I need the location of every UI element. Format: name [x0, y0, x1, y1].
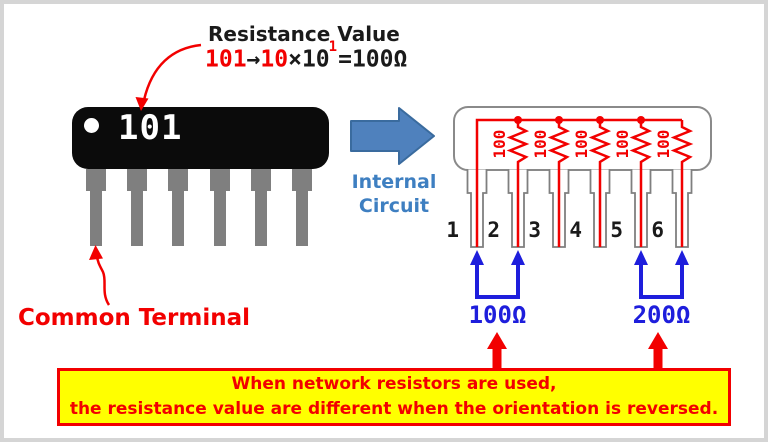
circuit-package-outline: [453, 106, 712, 171]
measure-connector-pins-5-6: [639, 263, 684, 299]
resistor-value-label: 100: [490, 130, 509, 159]
chip-pin-1: [86, 169, 106, 246]
internal-circuit-label: Internal Circuit: [351, 171, 437, 217]
annotation-arrow-resistance: [135, 43, 202, 111]
warning-line-2: the resistance value are different when …: [69, 399, 719, 419]
pin-number-3: 3: [528, 218, 541, 242]
resistance-value-title: Resistance Value: [208, 22, 400, 46]
arrowhead-icon: [89, 245, 103, 260]
chip-pin-6: [292, 169, 312, 246]
resistor-value-label: 100: [531, 130, 550, 159]
measure-label-200ohm: 200Ω: [632, 301, 691, 329]
pin-number-1: 1: [446, 218, 459, 242]
pin-number-5: 5: [610, 218, 623, 242]
warning-box: When network resistors are used, the res…: [57, 368, 731, 426]
warning-pointer-arrow-right: [648, 332, 668, 368]
formula-mantissa: 10: [260, 46, 289, 73]
pin-number-4: 4: [569, 218, 582, 242]
resistor-5: [670, 120, 694, 247]
arrowhead-icon: [511, 250, 525, 265]
arrowhead-icon: [675, 250, 689, 265]
resistor-value-labels: 100 100 100 100 100: [490, 130, 673, 159]
measure-arrowheads: [470, 250, 689, 265]
chip-marking: 101: [118, 108, 183, 148]
chip-pin-3: [168, 169, 188, 246]
formula-exponent: 1: [328, 39, 338, 55]
measure-label-100ohm: 100Ω: [468, 301, 527, 329]
arrowhead-icon: [470, 250, 484, 265]
resistance-formula: 101→10×101=100Ω: [205, 39, 408, 73]
pin-number-2: 2: [487, 218, 500, 242]
resistor-value-label: 100: [654, 130, 673, 159]
pin-number-6: 6: [651, 218, 664, 242]
measure-connector-pins-1-2: [475, 263, 520, 299]
resistor-value-label: 100: [572, 130, 591, 159]
chip-pin-2: [127, 169, 147, 246]
formula-code: 101: [205, 46, 247, 73]
pin1-marker-dot: [84, 118, 99, 133]
resistor-network-chip: 101: [72, 107, 329, 169]
chip-pin-4: [210, 169, 230, 246]
warning-pointer-arrow-left: [487, 332, 507, 368]
formula-times: ×10: [288, 46, 330, 73]
warning-line-1: When network resistors are used,: [231, 374, 557, 395]
formula-arrow: →: [246, 46, 261, 73]
internal-circuit-arrow-icon: [350, 107, 435, 165]
annotation-arrow-common-terminal: [89, 245, 111, 306]
arrowhead-icon: [634, 250, 648, 265]
formula-result: =100Ω: [338, 46, 408, 73]
chip-pin-5: [251, 169, 271, 246]
resistor-value-label: 100: [613, 130, 632, 159]
junction-dots: [514, 116, 645, 124]
circuit-pin-6: [671, 169, 693, 248]
common-terminal-label: Common Terminal: [18, 305, 250, 331]
